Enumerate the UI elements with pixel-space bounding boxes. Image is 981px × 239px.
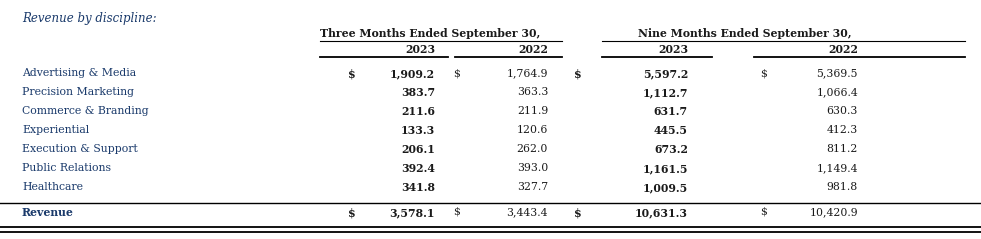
Text: 1,149.4: 1,149.4 [816,163,858,173]
Text: Precision Marketing: Precision Marketing [22,87,134,97]
Text: 5,369.5: 5,369.5 [816,68,858,78]
Text: 262.0: 262.0 [517,144,548,154]
Text: $: $ [574,68,582,79]
Text: 2022: 2022 [828,44,858,55]
Text: 1,009.5: 1,009.5 [643,182,688,193]
Text: 120.6: 120.6 [517,125,548,135]
Text: $: $ [348,68,356,79]
Text: 1,112.7: 1,112.7 [643,87,688,98]
Text: $: $ [348,207,356,218]
Text: Nine Months Ended September 30,: Nine Months Ended September 30, [639,28,852,39]
Text: 1,764.9: 1,764.9 [506,68,548,78]
Text: 211.6: 211.6 [401,106,435,117]
Text: 5,597.2: 5,597.2 [643,68,688,79]
Text: 412.3: 412.3 [827,125,858,135]
Text: 10,420.9: 10,420.9 [809,207,858,217]
Text: $: $ [760,68,767,78]
Text: 3,443.4: 3,443.4 [506,207,548,217]
Text: 811.2: 811.2 [827,144,858,154]
Text: 10,631.3: 10,631.3 [635,207,688,218]
Text: $: $ [453,68,460,78]
Text: Commerce & Branding: Commerce & Branding [22,106,149,116]
Text: 211.9: 211.9 [517,106,548,116]
Text: 445.5: 445.5 [654,125,688,136]
Text: 631.7: 631.7 [654,106,688,117]
Text: 2022: 2022 [518,44,548,55]
Text: $: $ [760,207,767,217]
Text: 392.4: 392.4 [401,163,435,174]
Text: Three Months Ended September 30,: Three Months Ended September 30, [320,28,541,39]
Text: 1,909.2: 1,909.2 [389,68,435,79]
Text: 981.8: 981.8 [827,182,858,192]
Text: 206.1: 206.1 [401,144,435,155]
Text: Execution & Support: Execution & Support [22,144,137,154]
Text: 2023: 2023 [658,44,688,55]
Text: Experiential: Experiential [22,125,89,135]
Text: 1,161.5: 1,161.5 [643,163,688,174]
Text: Healthcare: Healthcare [22,182,83,192]
Text: Public Relations: Public Relations [22,163,111,173]
Text: $: $ [574,207,582,218]
Text: Revenue: Revenue [22,207,74,218]
Text: 341.8: 341.8 [401,182,435,193]
Text: 327.7: 327.7 [517,182,548,192]
Text: 2023: 2023 [405,44,435,55]
Text: 383.7: 383.7 [401,87,435,98]
Text: 673.2: 673.2 [654,144,688,155]
Text: $: $ [453,207,460,217]
Text: 3,578.1: 3,578.1 [389,207,435,218]
Text: Revenue by discipline:: Revenue by discipline: [22,12,157,25]
Text: 133.3: 133.3 [401,125,435,136]
Text: 363.3: 363.3 [517,87,548,97]
Text: 393.0: 393.0 [517,163,548,173]
Text: Advertising & Media: Advertising & Media [22,68,136,78]
Text: 1,066.4: 1,066.4 [816,87,858,97]
Text: 630.3: 630.3 [827,106,858,116]
